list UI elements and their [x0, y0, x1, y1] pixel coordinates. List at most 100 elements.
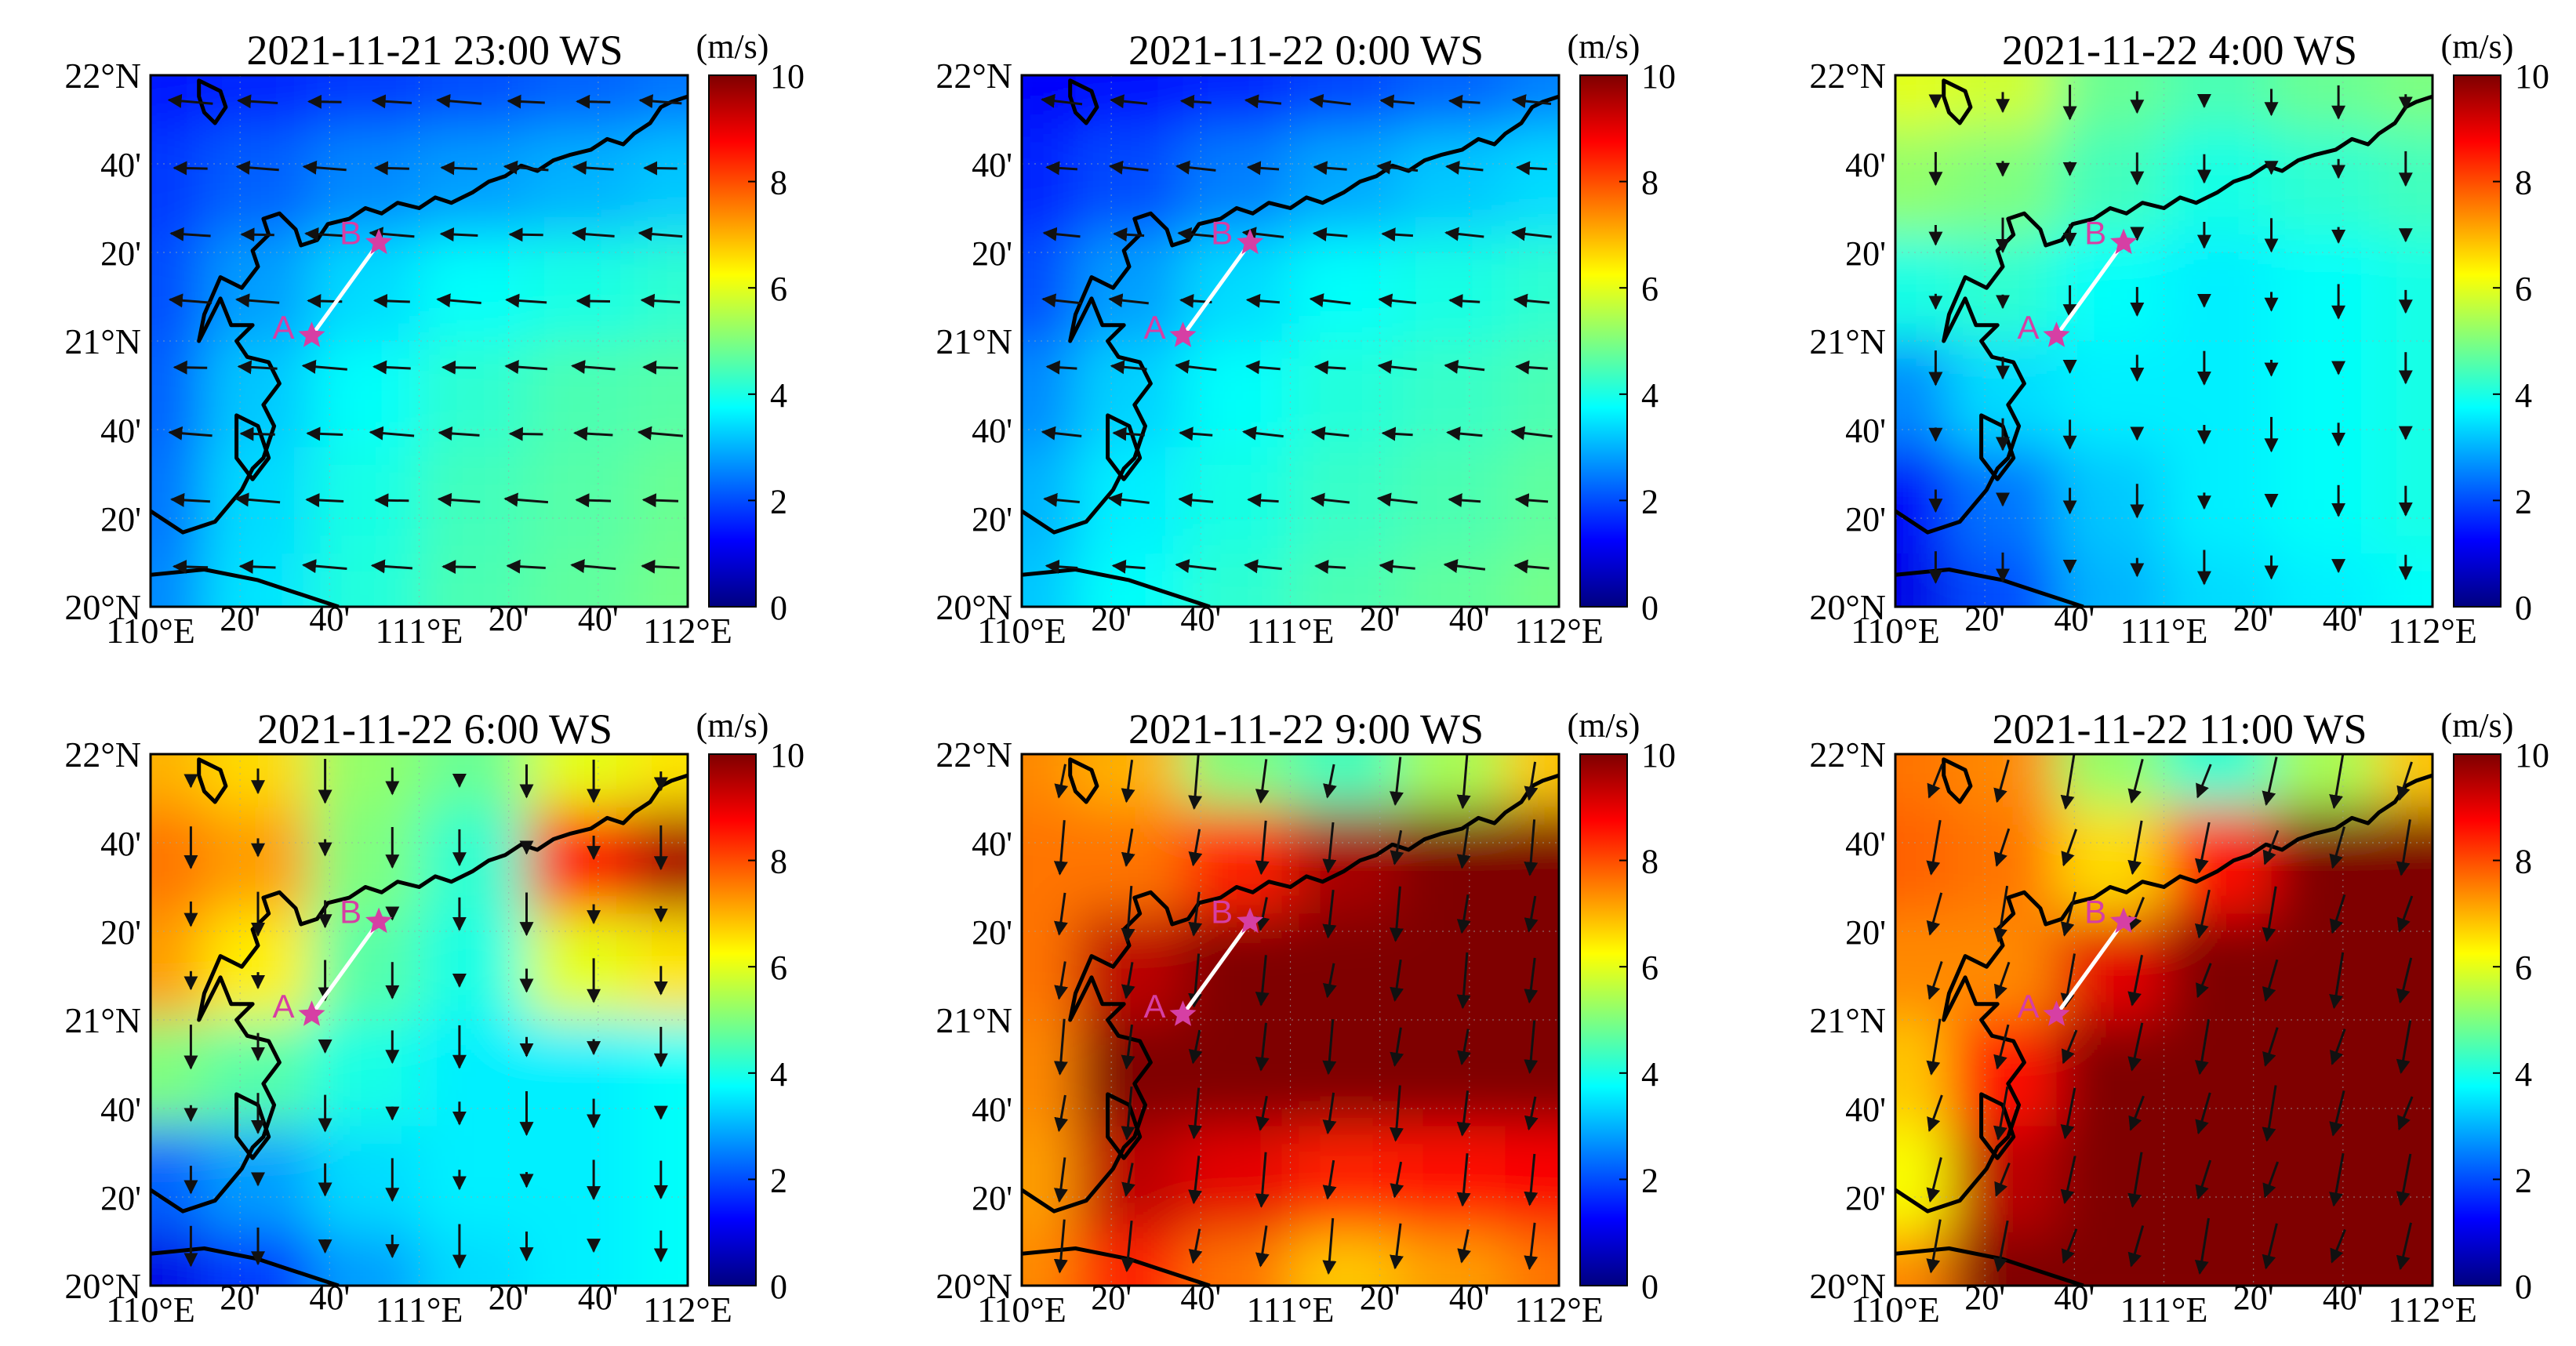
point-a-star — [2043, 1000, 2070, 1026]
x-tick-label: 110°E — [106, 611, 195, 651]
wind-arrow — [1322, 1159, 1337, 1200]
wind-arrow — [1376, 492, 1418, 507]
field-cell — [2271, 1020, 2379, 1127]
colorbar-tick-label: 4 — [2515, 376, 2532, 415]
x-tick-label: 112°E — [1514, 1290, 1604, 1330]
field-cell — [2164, 1232, 2272, 1286]
wind-arrow — [373, 161, 409, 176]
coastline-island — [234, 413, 271, 481]
point-a-star — [298, 1000, 325, 1026]
y-tick-label: 22°N — [1809, 56, 1886, 96]
field-cell — [2164, 128, 2272, 235]
wind-arrow — [1927, 961, 1943, 1000]
map-panel-2: A B 2021-11-22 0:00 WS 20°N 20' 40' 21°N 20' 40'… — [936, 27, 1676, 651]
field-cell — [1183, 341, 1291, 448]
wind-arrow — [1179, 94, 1212, 109]
y-tick-label: 22°N — [64, 735, 141, 775]
y-tick-label: 20' — [1845, 913, 1886, 952]
wind-arrow — [1244, 94, 1282, 109]
coastline-mainland — [1022, 94, 1559, 535]
wind-arrow — [2195, 1159, 2212, 1200]
wind-arrow — [2329, 754, 2345, 810]
field-cell — [1949, 128, 2057, 235]
colorbar-tick-label: 4 — [770, 1055, 787, 1094]
field-cell — [2271, 447, 2379, 554]
wind-arrow — [1121, 1024, 1135, 1070]
wind-arrow — [168, 293, 213, 308]
wind-arrow — [1524, 761, 1539, 801]
wind-arrow — [1390, 1161, 1404, 1199]
wind-arrow — [1927, 1094, 1943, 1132]
x-tick-label: 40' — [1449, 1279, 1490, 1317]
wind-arrow — [641, 493, 679, 508]
wind-arrow — [1175, 359, 1217, 374]
field-cell — [419, 234, 527, 341]
colorbar-tick-label: 10 — [770, 57, 805, 96]
y-tick-label: 40' — [100, 1090, 141, 1129]
wind-arrow — [1244, 559, 1282, 574]
wind-arrow — [1245, 360, 1281, 375]
plot-frame — [149, 753, 689, 1287]
wind-arrow — [1045, 161, 1077, 176]
y-tick-label: 21°N — [936, 321, 1012, 361]
wind-arrow — [1376, 160, 1419, 175]
field-cell — [2271, 234, 2379, 341]
y-tick-label: 21°N — [936, 1000, 1012, 1040]
coastline-island — [1979, 413, 2016, 481]
field-cell — [1290, 1020, 1398, 1127]
field-cell — [1949, 807, 2057, 914]
y-tick-label: 40' — [972, 412, 1012, 450]
point-a-label: A — [2018, 988, 2040, 1025]
point-a-star — [298, 321, 325, 347]
x-tick-label: 40' — [578, 600, 619, 638]
wind-arrow — [1513, 293, 1550, 308]
field-cell — [2164, 1020, 2272, 1127]
field-cell — [2056, 128, 2164, 235]
colorbar — [1579, 74, 1628, 608]
panel-title: 2021-11-22 4:00 WS — [2002, 27, 2357, 74]
panel-title: 2021-11-21 23:00 WS — [247, 27, 623, 74]
wind-arrow — [1245, 293, 1281, 308]
y-tick-label: 40' — [1845, 412, 1886, 450]
wind-arrow — [1110, 94, 1148, 109]
field-cell — [1290, 341, 1398, 448]
wind-arrow — [1042, 227, 1081, 241]
point-b-label: B — [2084, 894, 2106, 931]
x-tick-label: 111°E — [2120, 611, 2207, 651]
wind-arrow — [576, 94, 611, 109]
colorbar-tick-label: 2 — [1641, 1161, 1659, 1199]
colorbar-tick-label: 4 — [1641, 376, 1659, 415]
wind-arrow — [1381, 227, 1413, 242]
wind-arrow — [1445, 160, 1484, 175]
field-cell — [1397, 341, 1506, 448]
wind-arrow — [1108, 293, 1149, 308]
field-cell — [204, 128, 312, 235]
x-tick-label: 20' — [2233, 600, 2274, 638]
wind-arrow — [572, 161, 614, 176]
wind-arrow — [172, 559, 209, 574]
wind-arrow — [1314, 559, 1346, 574]
colorbar-tick-label: 8 — [770, 164, 787, 202]
y-tick-label: 22°N — [936, 735, 1012, 775]
coastline-island — [1979, 1092, 2016, 1160]
colorbar-unit: (m/s) — [1568, 27, 1640, 66]
wind-speed-field — [151, 754, 688, 1286]
x-tick-label: 40' — [309, 600, 350, 638]
field-cells — [151, 75, 688, 607]
wind-arrow — [1926, 1018, 1942, 1076]
y-tick-label: 20°N — [1809, 587, 1886, 627]
colorbar-tick-label: 4 — [770, 376, 787, 415]
y-tick-label: 20' — [1845, 1179, 1886, 1217]
wind-arrow — [2262, 1027, 2279, 1067]
wind-arrow — [2397, 1096, 2414, 1131]
wind-vectors — [1928, 85, 2413, 586]
field-cell — [2271, 128, 2379, 235]
wind-arrow — [1255, 1095, 1270, 1131]
wind-arrow — [2127, 1152, 2143, 1208]
field-cell — [1397, 754, 1506, 807]
point-a-label: A — [273, 988, 295, 1025]
x-tick-label: 110°E — [106, 1290, 195, 1330]
field-cell — [1290, 234, 1398, 341]
wind-arrow — [2329, 826, 2345, 869]
wind-arrow — [2127, 759, 2144, 804]
